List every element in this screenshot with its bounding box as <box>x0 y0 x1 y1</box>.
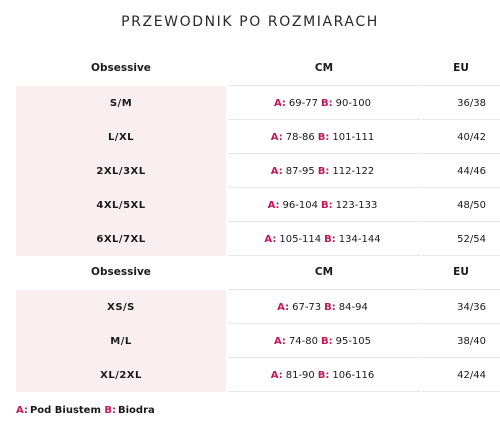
cm-cell: A: 81-90 B: 106-116 <box>228 358 420 392</box>
row-separator <box>16 323 500 324</box>
size-label: 2XL/3XL <box>96 165 146 177</box>
legend-b-label: B: <box>104 405 116 416</box>
hip-marker: B: <box>317 369 330 381</box>
size-table-1: Obsessive CM EU S/M A: 69-77 B: 90-100 36/38 L/XL… <box>16 50 500 256</box>
header-cell: CM <box>314 62 334 74</box>
hip-value: 123-133 <box>335 199 378 211</box>
hip-value: 101-111 <box>332 131 375 143</box>
table-row: XL/2XL A: 81-90 B: 106-116 42/44 <box>16 358 500 392</box>
row-separator <box>16 357 500 358</box>
bust-marker: A: <box>273 335 286 347</box>
table-header-row: Obsessive CM EU <box>16 254 500 290</box>
table-header-row: Obsessive CM EU <box>16 50 500 86</box>
cm-cell: A: 67-73 B: 84-94 <box>228 290 420 324</box>
bust-marker: A: <box>264 233 277 245</box>
hip-value: 112-122 <box>332 165 375 177</box>
eu-cell: 48/50 <box>457 199 486 211</box>
eu-cell: 38/40 <box>457 335 486 347</box>
bust-value: 87-95 <box>285 165 315 177</box>
size-label: S/M <box>109 97 133 109</box>
size-label: M/L <box>110 335 132 347</box>
row-separator <box>16 391 500 392</box>
bust-value: 78-86 <box>285 131 315 143</box>
eu-cell: 42/44 <box>457 369 486 381</box>
eu-cell: 40/42 <box>457 131 486 143</box>
header-cell: EU <box>453 266 469 278</box>
hip-marker: B: <box>320 97 333 109</box>
bust-value: 69-77 <box>288 97 318 109</box>
hip-marker: B: <box>324 301 336 313</box>
bust-value: 74-80 <box>288 335 318 347</box>
table-row: 2XL/3XL A: 87-95 B: 112-122 44/46 <box>16 154 500 188</box>
header-separator <box>16 289 500 290</box>
hip-marker: B: <box>324 233 336 245</box>
size-cell: S/M <box>16 86 226 120</box>
bust-marker: A: <box>277 301 290 313</box>
cm-cell: A: 74-80 B: 95-105 <box>228 324 420 358</box>
table-row: M/L A: 74-80 B: 95-105 38/40 <box>16 324 500 358</box>
legend-a-label: A: <box>16 405 28 416</box>
size-label: 6XL/7XL <box>96 233 146 245</box>
table-row: L/XL A: 78-86 B: 101-111 40/42 <box>16 120 500 154</box>
size-cell: 4XL/5XL <box>16 188 226 222</box>
size-label: 4XL/5XL <box>96 199 146 211</box>
bust-value: 81-90 <box>285 369 315 381</box>
bust-marker: A: <box>267 199 280 211</box>
cm-cell: A: 78-86 B: 101-111 <box>228 120 420 154</box>
hip-marker: B: <box>317 165 330 177</box>
table-row: 4XL/5XL A: 96-104 B: 123-133 48/50 <box>16 188 500 222</box>
eu-cell: 36/38 <box>457 97 486 109</box>
bust-marker: A: <box>270 165 283 177</box>
table-row: XS/S A: 67-73 B: 84-94 34/36 <box>16 290 500 324</box>
header-cell: EU <box>453 62 469 74</box>
hip-value: 95-105 <box>335 335 372 347</box>
eu-cell: 34/36 <box>457 301 486 313</box>
bust-marker: A: <box>273 97 286 109</box>
bust-value: 105-114 <box>279 233 322 245</box>
cm-cell: A: 96-104 B: 123-133 <box>228 188 420 222</box>
size-cell: M/L <box>16 324 226 358</box>
bust-value: 67-73 <box>292 301 322 313</box>
row-separator <box>16 119 500 120</box>
hip-value: 134-144 <box>338 233 381 245</box>
header-separator <box>16 85 500 86</box>
hip-value: 90-100 <box>335 97 372 109</box>
legend: A: Pod Biustem B: Biodra <box>16 405 155 416</box>
hip-marker: B: <box>320 199 333 211</box>
legend-b-text: Biodra <box>118 405 155 416</box>
row-separator <box>16 221 500 222</box>
bust-value: 96-104 <box>282 199 318 211</box>
size-cell: XS/S <box>16 290 226 324</box>
hip-marker: B: <box>320 335 333 347</box>
size-label: L/XL <box>107 131 135 143</box>
size-cell: L/XL <box>16 120 226 154</box>
hip-value: 106-116 <box>332 369 375 381</box>
hip-marker: B: <box>317 131 330 143</box>
size-cell: 2XL/3XL <box>16 154 226 188</box>
size-table-2: Obsessive CM EU XS/S A: 67-73 B: 84-94 34/36 M/L A… <box>16 254 500 392</box>
legend-a-text: Pod Biustem <box>29 405 101 416</box>
header-cell: Obsessive <box>91 266 151 278</box>
table-row: 6XL/7XL A: 105-114 B: 134-144 52/54 <box>16 222 500 256</box>
size-cell: 6XL/7XL <box>16 222 226 256</box>
row-separator <box>16 255 500 256</box>
page-title: PRZEWODNIK PO ROZMIARACH <box>121 14 379 30</box>
size-label: XL/2XL <box>100 369 142 381</box>
bust-marker: A: <box>270 131 283 143</box>
table-row: S/M A: 69-77 B: 90-100 36/38 <box>16 86 500 120</box>
eu-cell: 52/54 <box>457 233 486 245</box>
eu-cell: 44/46 <box>457 165 486 177</box>
hip-value: 84-94 <box>338 301 368 313</box>
size-cell: XL/2XL <box>16 358 226 392</box>
cm-cell: A: 105-114 B: 134-144 <box>228 222 420 256</box>
row-separator <box>16 187 500 188</box>
row-separator <box>16 153 500 154</box>
cm-cell: A: 87-95 B: 112-122 <box>228 154 420 188</box>
size-label: XS/S <box>107 301 135 313</box>
header-cell: Obsessive <box>91 62 151 74</box>
bust-marker: A: <box>270 369 283 381</box>
cm-cell: A: 69-77 B: 90-100 <box>228 86 420 120</box>
header-cell: CM <box>314 266 334 278</box>
